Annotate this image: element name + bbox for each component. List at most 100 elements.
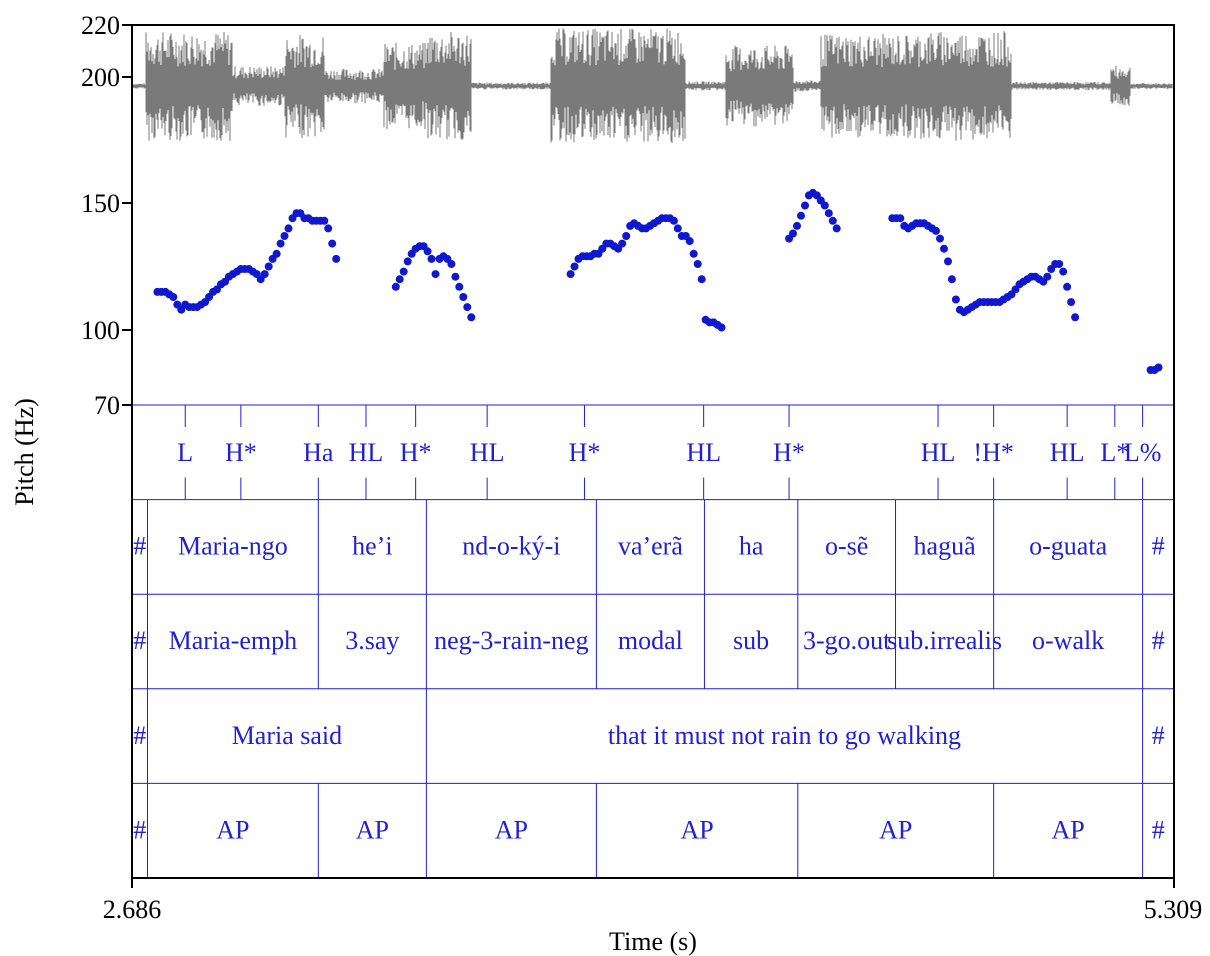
pitch-point	[686, 237, 694, 245]
pitch-point	[674, 224, 682, 232]
y-tick-label: 200	[81, 63, 120, 92]
y-tick-label: 100	[81, 316, 120, 345]
tier-label: #	[1152, 815, 1165, 844]
y-tick-label: 220	[81, 11, 120, 40]
tone-label: HL	[686, 438, 721, 467]
waveform-trace	[133, 28, 1172, 143]
tone-label: Ha	[303, 438, 334, 467]
pitch-point	[1067, 298, 1075, 306]
tier-label: he’i	[352, 532, 392, 561]
pitch-point	[797, 212, 805, 220]
tier-label: neg-3-rain-neg	[434, 626, 588, 655]
tone-label: HL	[1050, 438, 1085, 467]
pitch-point	[698, 275, 706, 283]
tier-label: o-walk	[1032, 626, 1104, 655]
pitch-point	[821, 202, 829, 210]
pitch-point	[896, 214, 904, 222]
tier-label: Maria said	[232, 721, 342, 750]
tier-label: #	[133, 626, 146, 655]
pitch-point	[793, 222, 801, 230]
pitch-point	[467, 313, 475, 321]
pitch-point	[392, 283, 400, 291]
pitch-point	[324, 224, 332, 232]
tier-label: va’erã	[618, 532, 683, 561]
pitch-point	[281, 232, 289, 240]
pitch-point	[829, 217, 837, 225]
tier-label: AP	[879, 815, 912, 844]
tier-label: that it must not rain to go walking	[608, 721, 961, 750]
pitch-point	[261, 270, 269, 278]
pitch-point	[718, 324, 726, 332]
pitch-point	[328, 240, 336, 248]
pitch-point	[169, 293, 177, 301]
tier-label: sub	[733, 626, 769, 655]
pitch-point	[567, 270, 575, 278]
tier-label: #	[1152, 626, 1165, 655]
pitch-point	[618, 240, 626, 248]
tier-label: nd-o-ký-i	[462, 532, 560, 561]
tier-label: Maria-emph	[169, 626, 298, 655]
tone-label: H*	[225, 438, 257, 467]
tone-label: L	[177, 438, 193, 467]
pitch-point	[332, 255, 340, 263]
pitch-point	[944, 257, 952, 265]
pitch-point	[801, 202, 809, 210]
pitch-point	[459, 293, 467, 301]
y-axis-label: Pitch (Hz)	[10, 398, 39, 506]
tier-label: o-sẽ	[825, 532, 868, 561]
pitch-point	[463, 303, 471, 311]
y-tick-label: 70	[94, 391, 120, 420]
pitch-point	[320, 217, 328, 225]
pitch-point	[404, 257, 412, 265]
pitch-point	[400, 268, 408, 276]
pitch-point	[948, 275, 956, 283]
pitch-point	[694, 260, 702, 268]
pitch-point	[432, 270, 440, 278]
pitch-point	[789, 230, 797, 238]
pitch-point	[952, 296, 960, 304]
pitch-point	[622, 232, 630, 240]
pitch-point	[690, 250, 698, 258]
tier-label: #	[1152, 532, 1165, 561]
tier-label: AP	[680, 815, 713, 844]
pitch-point	[940, 245, 948, 253]
pitch-point	[277, 240, 285, 248]
pitch-point	[825, 209, 833, 217]
tier-label: haguã	[914, 532, 977, 561]
tone-label: H*	[569, 438, 601, 467]
textgrid-tiers: L H* Ha HL H* HL H* HL H* HL !H* HL L*L%# Maria-ngo he…	[132, 405, 1174, 878]
plot-border	[132, 25, 1174, 878]
tier-label: ha	[739, 532, 764, 561]
pitch-point	[936, 235, 944, 243]
pitch-point	[273, 250, 281, 258]
pitch-point	[285, 224, 293, 232]
tier-label: #	[133, 815, 146, 844]
pitch-point	[1155, 364, 1163, 372]
tier-label: AP	[356, 815, 389, 844]
pitch-point	[1071, 313, 1079, 321]
pitch-point	[1043, 273, 1051, 281]
pitch-point	[447, 260, 455, 268]
tier-label: modal	[618, 626, 683, 655]
tier-label: #	[133, 532, 146, 561]
pitch-point	[571, 263, 579, 271]
x-tick-label-end: 5.309	[1144, 895, 1203, 924]
pitch-point	[265, 263, 273, 271]
tone-label: H*	[400, 438, 432, 467]
tier-label: Maria-ngo	[178, 532, 288, 561]
tone-label: H*	[773, 438, 805, 467]
pitch-point	[451, 273, 459, 281]
tone-label: HL	[349, 438, 384, 467]
pitch-point	[670, 217, 678, 225]
pitch-point	[424, 247, 432, 255]
tier-label: 3-go.out	[803, 626, 891, 655]
tier-label: AP	[216, 815, 249, 844]
tier-label: o-guata	[1029, 532, 1107, 561]
tone-label: HL	[470, 438, 505, 467]
pitch-point	[396, 275, 404, 283]
tone-label: HL	[921, 438, 956, 467]
tier-label: AP	[1052, 815, 1085, 844]
pitch-point	[428, 255, 436, 263]
tone-label: L%	[1124, 438, 1162, 467]
